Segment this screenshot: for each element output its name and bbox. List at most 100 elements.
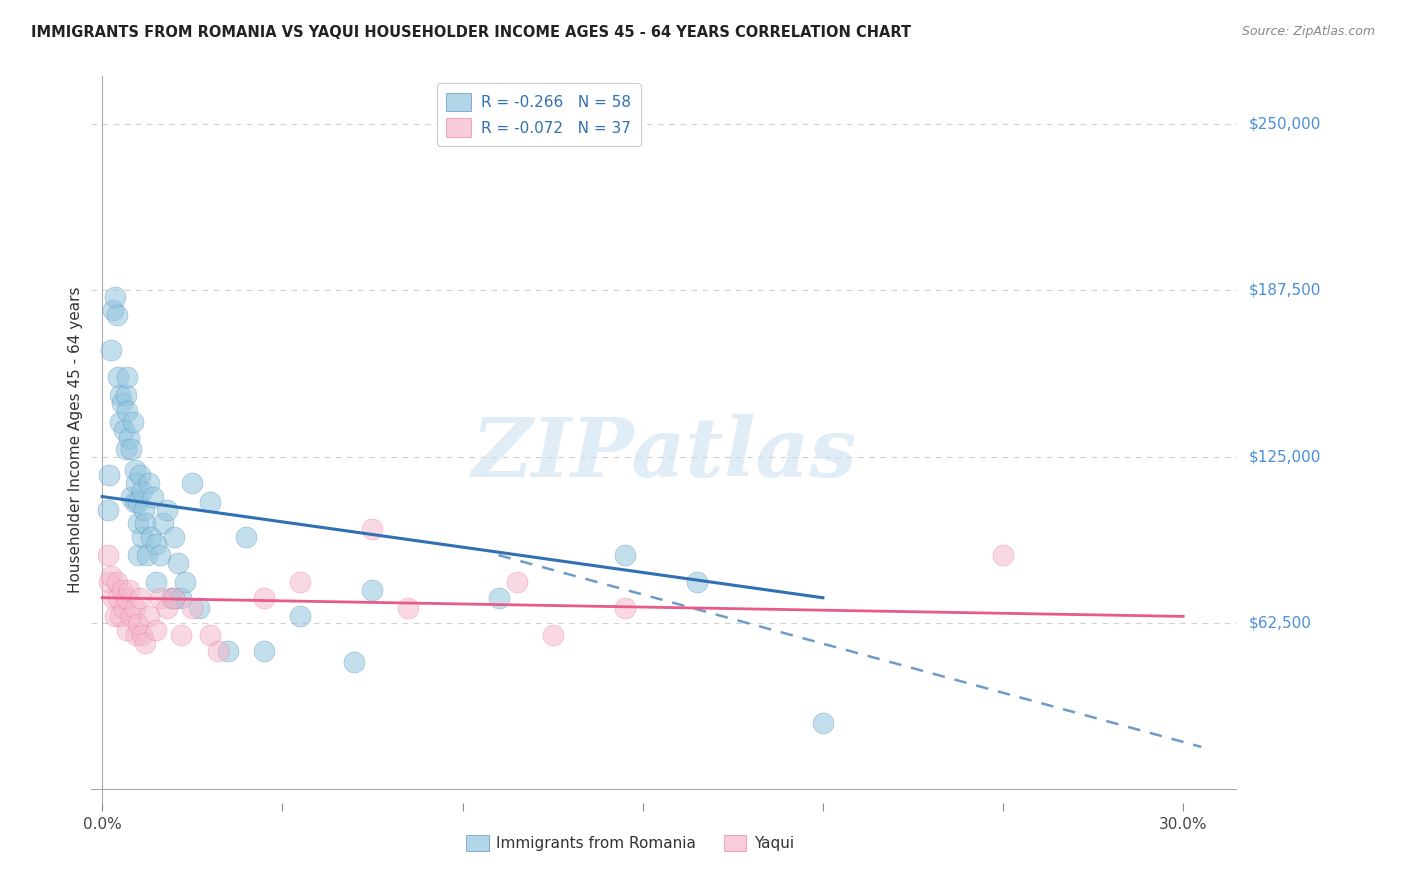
Text: Source: ZipAtlas.com: Source: ZipAtlas.com	[1241, 25, 1375, 38]
Point	[361, 582, 384, 597]
Point	[127, 516, 149, 531]
Y-axis label: Householder Income Ages 45 - 64 years: Householder Income Ages 45 - 64 years	[67, 286, 83, 592]
Point	[124, 463, 146, 477]
Point	[398, 601, 420, 615]
Point	[290, 574, 312, 589]
Point	[110, 415, 132, 429]
Point	[125, 476, 148, 491]
Text: $250,000: $250,000	[1249, 116, 1320, 131]
Point	[235, 529, 257, 543]
Point	[112, 601, 135, 615]
Point	[110, 609, 132, 624]
Point	[217, 644, 239, 658]
Point	[145, 574, 167, 589]
Point	[139, 529, 162, 543]
Point	[118, 582, 141, 597]
Point	[145, 623, 167, 637]
Point	[167, 556, 190, 570]
Point	[613, 548, 636, 562]
Point	[488, 591, 510, 605]
Point	[200, 495, 222, 509]
Point	[686, 574, 709, 589]
Point	[114, 442, 136, 456]
Point	[131, 484, 153, 499]
Point	[120, 490, 142, 504]
Text: IMMIGRANTS FROM ROMANIA VS YAQUI HOUSEHOLDER INCOME AGES 45 - 64 YEARS CORRELATI: IMMIGRANTS FROM ROMANIA VS YAQUI HOUSEHO…	[31, 25, 911, 40]
Point	[343, 655, 366, 669]
Point	[100, 569, 122, 583]
Point	[104, 609, 127, 624]
Point	[101, 303, 124, 318]
Point	[136, 548, 159, 562]
Text: ZIPatlas: ZIPatlas	[471, 414, 858, 494]
Point	[163, 529, 186, 543]
Point	[117, 623, 139, 637]
Point	[120, 442, 142, 456]
Point	[111, 396, 134, 410]
Point	[188, 601, 211, 615]
Point	[149, 548, 172, 562]
Point	[811, 715, 834, 730]
Point	[112, 423, 135, 437]
Point	[118, 431, 141, 445]
Point	[132, 503, 155, 517]
Point	[127, 495, 149, 509]
Point	[253, 644, 276, 658]
Point	[541, 628, 564, 642]
Point	[97, 503, 120, 517]
Point	[127, 548, 149, 562]
Point	[131, 529, 153, 543]
Point	[124, 495, 146, 509]
Legend: Immigrants from Romania, Yaqui: Immigrants from Romania, Yaqui	[460, 829, 800, 857]
Text: $62,500: $62,500	[1249, 615, 1312, 631]
Point	[991, 548, 1014, 562]
Point	[110, 388, 132, 402]
Point	[181, 601, 204, 615]
Point	[134, 516, 156, 531]
Point	[114, 591, 136, 605]
Text: $187,500: $187,500	[1249, 283, 1320, 298]
Point	[152, 516, 174, 531]
Point	[117, 369, 139, 384]
Point	[138, 476, 160, 491]
Point	[174, 574, 197, 589]
Point	[181, 476, 204, 491]
Point	[200, 628, 222, 642]
Point	[170, 628, 193, 642]
Point	[111, 582, 134, 597]
Point	[142, 490, 165, 504]
Point	[121, 415, 143, 429]
Point	[105, 574, 128, 589]
Point	[156, 503, 179, 517]
Point	[101, 591, 124, 605]
Point	[163, 591, 186, 605]
Point	[97, 548, 120, 562]
Point	[117, 404, 139, 418]
Point	[104, 290, 127, 304]
Point	[105, 309, 128, 323]
Point	[149, 591, 172, 605]
Point	[134, 636, 156, 650]
Point	[125, 628, 148, 642]
Point	[290, 609, 312, 624]
Point	[129, 591, 152, 605]
Point	[253, 591, 276, 605]
Point	[138, 609, 160, 624]
Point	[114, 388, 136, 402]
Point	[159, 591, 181, 605]
Point	[207, 644, 229, 658]
Point	[127, 617, 149, 632]
Point	[156, 601, 179, 615]
Point	[163, 591, 186, 605]
Point	[124, 601, 146, 615]
Point	[98, 574, 121, 589]
Point	[361, 522, 384, 536]
Point	[145, 537, 167, 551]
Point	[107, 369, 129, 384]
Point	[505, 574, 527, 589]
Point	[100, 343, 122, 357]
Point	[131, 628, 153, 642]
Point	[120, 609, 142, 624]
Point	[613, 601, 636, 615]
Point	[170, 591, 193, 605]
